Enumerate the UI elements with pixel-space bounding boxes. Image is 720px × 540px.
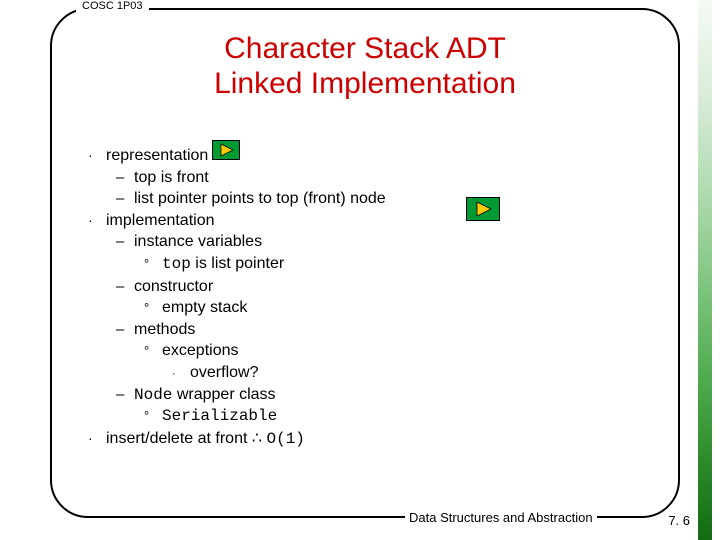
side-gradient	[698, 0, 712, 540]
bullet-representation: · representation	[88, 140, 628, 167]
bullet-exceptions: °exceptions	[88, 340, 628, 362]
bullet-serializable: °Serializable	[88, 406, 628, 428]
bullet-overflow: ·overflow?	[88, 362, 628, 384]
bullet-list-pointer: –list pointer points to top (front) node	[88, 188, 628, 210]
bullet-empty-stack: °empty stack	[88, 297, 628, 319]
text: top is front	[134, 167, 209, 189]
bullet-top-is-front: –top is front	[88, 167, 628, 189]
bullet-node-wrapper: – Node wrapper class	[88, 384, 628, 407]
page-number: 7. 6	[668, 513, 690, 528]
play-icon[interactable]	[466, 197, 500, 226]
text: overflow?	[190, 362, 258, 384]
text: empty stack	[162, 297, 247, 319]
text: constructor	[134, 276, 213, 298]
text: Node wrapper class	[134, 384, 276, 407]
text: implementation	[106, 210, 215, 232]
text: representation	[106, 145, 208, 167]
play-icon[interactable]	[212, 140, 240, 167]
course-label: COSC 1P03	[76, 0, 149, 12]
bullet-insert-delete: · insert/delete at front ∴ O(1)	[88, 428, 628, 451]
bullet-instance-vars: –instance variables	[88, 231, 628, 253]
title-line-2: Linked Implementation	[214, 67, 516, 100]
text: list pointer points to top (front) node	[134, 188, 386, 210]
slide-title: Character Stack ADT Linked Implementatio…	[50, 32, 680, 101]
text: methods	[134, 319, 195, 341]
title-line-1: Character Stack ADT	[224, 32, 506, 65]
bullet-constructor: –constructor	[88, 276, 628, 298]
text: insert/delete at front ∴ O(1)	[106, 428, 305, 451]
text: instance variables	[134, 231, 262, 253]
bullet-implementation: ·implementation	[88, 210, 628, 232]
bullet-top-pointer: ° top is list pointer	[88, 253, 628, 276]
text: exceptions	[162, 340, 239, 362]
footer-text: Data Structures and Abstraction	[405, 510, 597, 525]
slide-body: · representation –top is front –list poi…	[88, 140, 628, 450]
text: top is list pointer	[162, 253, 284, 276]
bullet-methods: –methods	[88, 319, 628, 341]
text: Serializable	[162, 406, 277, 428]
